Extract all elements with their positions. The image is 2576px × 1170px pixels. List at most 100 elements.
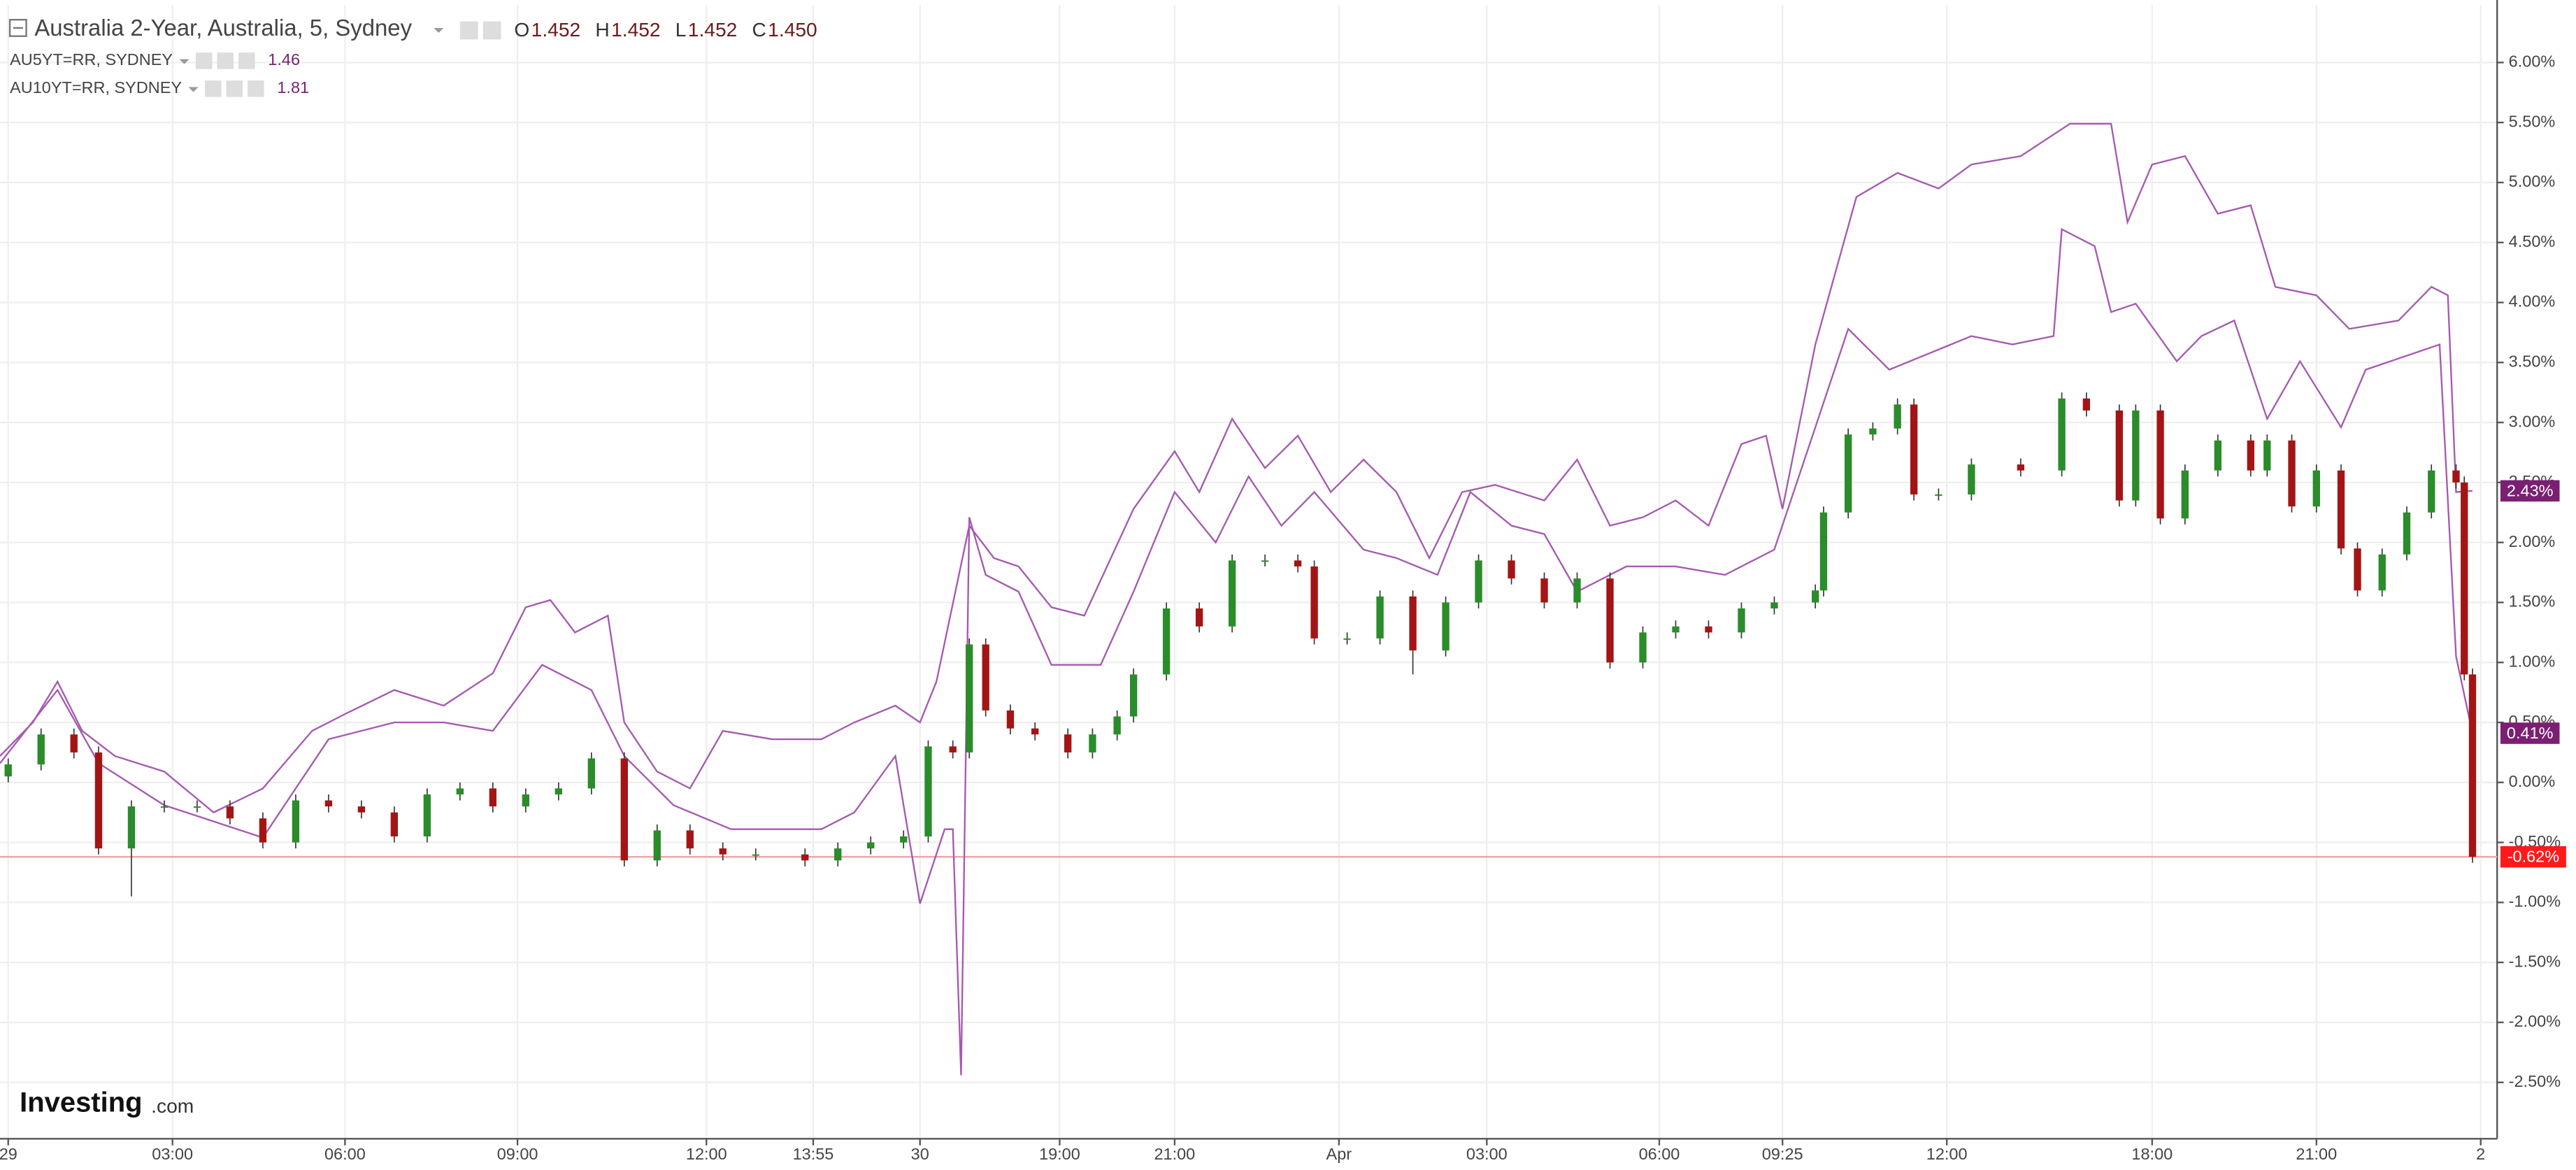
settings-icon[interactable] [482, 21, 501, 40]
candle-body [2132, 410, 2140, 501]
candle-body [1606, 578, 1614, 663]
x-tick-label: 18:00 [2131, 1145, 2173, 1163]
candle-body [924, 746, 932, 837]
candle-body [867, 842, 875, 849]
candle-body [587, 758, 595, 789]
legend-icon [226, 80, 243, 97]
candle-body [1770, 602, 1778, 609]
candle-body [226, 806, 234, 819]
candle-body [900, 836, 908, 843]
candle-body [2156, 410, 2164, 519]
candle-body [1409, 596, 1417, 651]
candle-body [127, 806, 136, 849]
candle-body [2263, 440, 2271, 471]
ohlc-value: 1.452 [611, 18, 661, 41]
y-tick-label: 6.00% [2509, 52, 2556, 71]
candle-body [834, 848, 842, 861]
x-tick-label: 12:00 [1926, 1145, 1968, 1163]
candle-body [390, 812, 399, 837]
x-tick-label: 09:25 [1762, 1145, 1803, 1163]
candle-body [1845, 434, 1852, 513]
candle-body [4, 764, 12, 777]
x-tick-label: 30 [911, 1145, 929, 1163]
candle-body [489, 788, 497, 807]
candle-body [1573, 578, 1581, 603]
legend-icon [248, 80, 264, 97]
candle-body [1195, 608, 1203, 627]
x-tick-label: 03:00 [152, 1145, 193, 1163]
candle-body [2312, 470, 2320, 507]
candle-body [1869, 428, 1877, 435]
candle-body [1294, 560, 1302, 566]
dropdown-arrow [179, 59, 189, 64]
candle-body [1812, 590, 1819, 603]
y-tick-label: -2.50% [2509, 1072, 2561, 1090]
y-tick-label: 5.50% [2509, 112, 2556, 130]
legend-icon [238, 52, 255, 69]
collapse-icon[interactable] [8, 19, 27, 37]
dropdown-arrow[interactable] [434, 27, 444, 33]
candle-body [324, 800, 333, 807]
candle-body [522, 794, 530, 807]
y-tick-label: 1.50% [2509, 592, 2556, 611]
y-tick-label: 3.50% [2509, 352, 2556, 371]
candle-body [1261, 560, 1269, 562]
candle-body [2428, 470, 2435, 513]
last-value-badge [2500, 722, 2560, 744]
marks [0, 122, 2498, 1076]
x-tick-label: 29 [0, 1145, 17, 1163]
y-tick-label: -1.50% [2509, 952, 2561, 970]
candle-body [1639, 632, 1647, 663]
candle-body [2337, 470, 2345, 549]
candle-body [1113, 716, 1121, 735]
candle-body [70, 734, 78, 752]
candle-body [1475, 560, 1482, 603]
x-tick-label: 06:00 [1639, 1145, 1680, 1163]
y-tick-label: 5.00% [2509, 172, 2556, 190]
last-price-badge [2500, 846, 2566, 868]
candle-body [1031, 728, 1039, 735]
x-tick-label: 12:00 [686, 1145, 727, 1163]
candle-body [1162, 608, 1171, 675]
legend-value: 1.81 [277, 78, 309, 97]
candle-body [1540, 578, 1548, 603]
candle-body [1705, 626, 1712, 633]
candle-body [1442, 602, 1450, 651]
x-tick-label: 03:00 [1466, 1145, 1508, 1163]
ohlc-key: O [514, 18, 529, 41]
last-value-label: 0.41% [2507, 724, 2554, 742]
candle-body [2181, 470, 2189, 519]
y-tick-label: 3.00% [2509, 412, 2556, 430]
candle-body [292, 800, 300, 843]
y-tick-label: 1.00% [2509, 652, 2556, 670]
candle-body [94, 752, 103, 849]
legend: AU5YT=RR, SYDNEY 1.46 AU10YT=RR, SYDNEY 1.8… [10, 50, 309, 97]
x-tick-label: 06:00 [324, 1145, 366, 1163]
last-value-badge [2500, 480, 2560, 502]
logo-suffix: .com [151, 1094, 194, 1117]
candle-body [357, 806, 366, 813]
x-tick-label: Apr [1326, 1145, 1352, 1163]
candle-body [1343, 638, 1351, 640]
candle-body [653, 830, 661, 861]
y-tick-label: 0.00% [2509, 772, 2556, 790]
candle-body [1508, 560, 1515, 579]
ohlc-readout: O 1.452 H 1.452 L 1.452 C 1.450 [514, 18, 817, 41]
candle-body [1935, 494, 1942, 496]
candle-body [1064, 734, 1072, 752]
candle-body [982, 644, 989, 711]
candle-body [1376, 596, 1384, 638]
settings-icon[interactable] [459, 21, 478, 40]
candle-body [554, 788, 562, 794]
y-tick-label: -2.00% [2509, 1012, 2561, 1030]
y-tick-label: -1.00% [2509, 892, 2561, 911]
candle-body [2017, 464, 2025, 471]
candle-body [1310, 566, 1318, 638]
x-tick-label: 09:00 [497, 1145, 538, 1163]
candle-body [259, 818, 267, 843]
candle-body [2468, 674, 2477, 857]
last-price-label: -0.62% [2507, 848, 2560, 866]
